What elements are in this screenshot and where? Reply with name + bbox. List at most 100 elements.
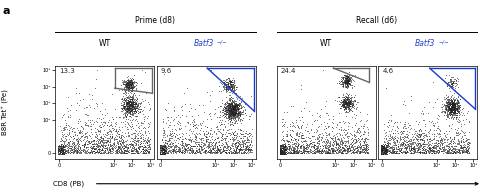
Point [118,145,126,148]
Point [233,144,241,147]
Point [421,150,429,153]
Point [60,145,67,148]
Point [227,113,235,116]
Point [124,109,132,112]
Point [68,129,75,132]
Point [130,85,138,89]
Point [235,110,243,113]
Point [83,105,90,108]
Point [324,118,332,121]
Point [227,123,235,126]
Point [352,150,360,153]
Point [226,105,234,108]
Point [437,109,444,113]
Point [356,143,363,146]
Point [409,137,417,141]
Point [60,147,67,151]
Point [342,103,350,106]
Point [410,150,418,153]
Point [133,145,141,148]
Point [352,146,360,149]
Point [230,151,238,154]
Point [227,83,235,86]
Point [294,126,302,129]
Point [348,102,356,105]
Point [234,107,242,110]
Point [232,113,240,116]
Point [362,146,370,150]
Point [335,145,342,148]
Point [345,144,352,147]
Point [224,107,231,110]
Point [236,113,244,116]
Point [344,102,352,105]
Point [163,141,170,145]
Point [377,146,384,150]
Point [301,100,309,103]
Point [240,150,247,153]
Point [128,87,135,90]
Point [381,148,389,152]
Point [168,134,176,137]
Point [237,128,244,131]
Point [241,152,249,155]
Point [74,146,82,150]
Point [340,120,348,123]
Point [54,150,62,153]
Point [380,150,387,153]
Point [394,148,401,151]
Point [317,152,324,155]
Point [443,152,451,155]
Point [445,141,453,144]
Point [107,124,115,127]
Point [236,149,243,152]
Point [122,107,130,110]
Point [159,149,167,152]
Point [383,148,391,151]
Point [126,109,134,112]
Point [128,102,136,105]
Point [443,82,451,85]
Point [91,135,98,138]
Point [393,150,400,153]
Point [83,142,90,145]
Point [440,104,447,107]
Point [387,137,395,140]
Point [180,152,187,155]
Point [58,152,66,155]
Point [133,152,141,155]
Point [449,104,456,107]
Point [343,139,351,142]
Point [220,111,228,114]
Point [280,145,288,148]
Point [179,149,187,152]
Point [448,104,456,107]
Point [234,141,241,144]
Point [216,104,224,107]
Point [439,145,447,148]
Point [221,81,229,84]
Point [71,143,78,146]
Point [461,149,469,152]
Point [226,113,233,117]
Point [125,78,132,81]
Point [156,147,163,150]
Point [124,111,132,114]
Point [160,148,168,151]
Point [101,135,108,138]
Point [60,144,67,147]
Point [59,129,67,132]
Point [144,145,152,148]
Point [117,143,125,146]
Point [226,79,233,82]
Point [414,150,422,153]
Point [70,147,78,150]
Point [236,110,243,113]
Point [444,110,452,113]
Point [296,135,304,138]
Point [87,147,95,150]
Point [80,136,87,139]
Point [227,119,235,122]
Point [455,149,462,152]
Point [430,150,437,153]
